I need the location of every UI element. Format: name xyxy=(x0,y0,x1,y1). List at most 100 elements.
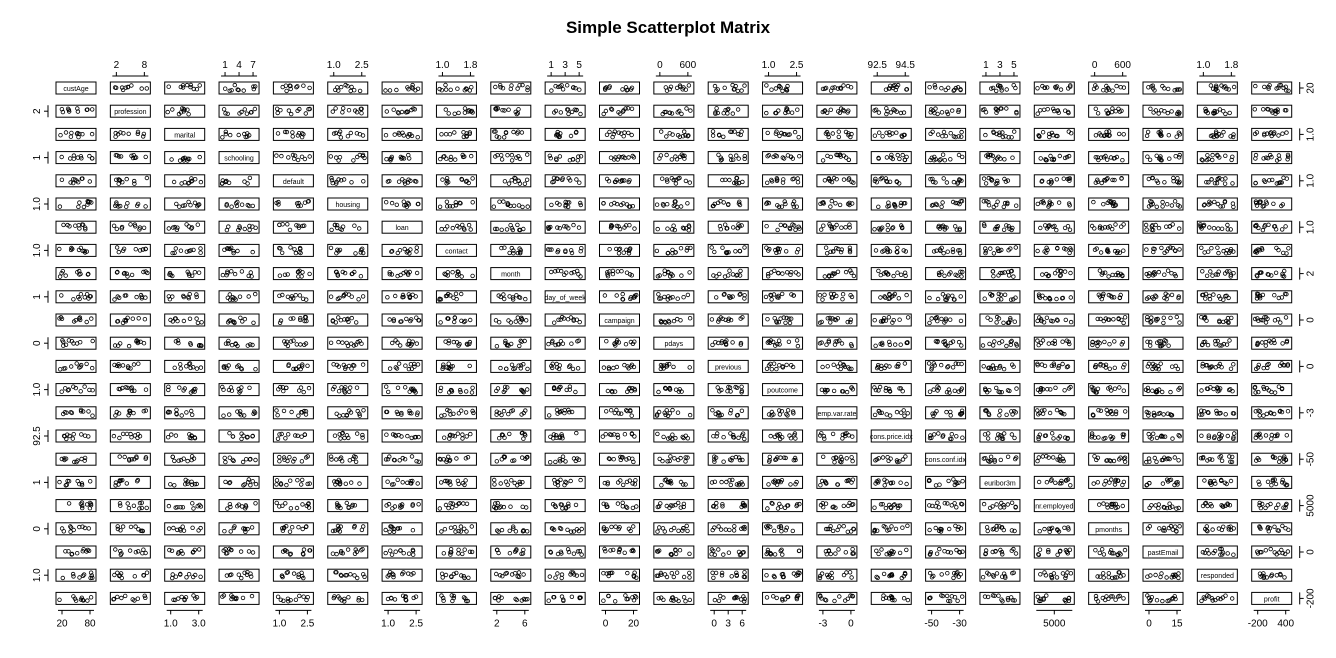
data-point xyxy=(839,225,844,230)
data-point xyxy=(396,179,402,184)
panel-frame xyxy=(1196,127,1238,141)
data-point xyxy=(184,222,189,227)
data-point xyxy=(876,156,881,161)
data-point xyxy=(671,318,677,324)
data-point xyxy=(275,436,281,441)
panel-frame xyxy=(816,174,858,188)
data-point xyxy=(117,454,122,459)
data-point xyxy=(1282,291,1288,297)
data-point xyxy=(1054,177,1059,182)
panel-loan-vs-default xyxy=(272,220,314,234)
panel-default-vs-housing xyxy=(327,174,369,188)
panel-frame xyxy=(327,174,369,188)
data-point xyxy=(616,110,621,115)
data-point xyxy=(460,222,465,228)
panel-frame xyxy=(109,429,151,443)
panel-contact-vs-marital xyxy=(164,243,206,257)
data-point xyxy=(619,269,624,274)
data-point xyxy=(1218,204,1223,209)
data-point xyxy=(1253,409,1258,414)
panel-pdays-vs-day_of_week xyxy=(544,336,586,350)
data-point xyxy=(334,155,339,160)
data-point xyxy=(452,434,458,439)
panel-pdays-vs-marital xyxy=(164,336,206,350)
data-point xyxy=(1204,386,1210,391)
data-point xyxy=(451,411,456,416)
data-point xyxy=(404,316,409,322)
panel-default-vs-day_of_week xyxy=(544,174,586,188)
panel-month-vs-marital xyxy=(164,267,206,281)
data-point xyxy=(77,200,82,205)
data-point xyxy=(237,224,242,229)
data-point xyxy=(1159,389,1165,395)
data-point xyxy=(794,249,800,255)
data-point xyxy=(89,200,94,205)
panel-frame xyxy=(599,174,640,188)
data-point xyxy=(1255,316,1260,321)
data-point xyxy=(116,204,121,209)
data-point xyxy=(848,293,853,298)
panel-frame xyxy=(164,290,206,304)
data-point xyxy=(616,130,621,135)
panel-frame xyxy=(1142,359,1184,373)
data-point xyxy=(75,155,81,160)
data-point xyxy=(198,250,203,255)
data-point xyxy=(405,433,410,439)
data-point xyxy=(1150,223,1155,228)
panel-frame xyxy=(327,104,369,118)
data-point xyxy=(1223,412,1228,417)
panel-frame xyxy=(55,336,97,350)
data-point xyxy=(1169,203,1175,208)
data-point xyxy=(406,292,411,297)
data-point xyxy=(565,317,571,322)
data-point xyxy=(1276,153,1282,158)
data-point xyxy=(71,177,76,182)
data-point xyxy=(1199,388,1204,393)
data-point xyxy=(302,318,307,324)
data-point xyxy=(1037,410,1042,416)
panel-frame xyxy=(272,220,314,234)
data-point xyxy=(678,204,684,209)
data-point xyxy=(334,411,339,416)
panel-default-vs-euribor3m xyxy=(979,174,1021,188)
panel-frame xyxy=(816,220,858,234)
panel-cons.price.idx-vs-loan xyxy=(381,429,423,443)
panel-frame xyxy=(327,267,369,281)
data-point xyxy=(499,157,505,162)
panel-frame xyxy=(164,127,206,141)
panel-frame xyxy=(490,406,532,420)
panel-frame xyxy=(55,290,97,304)
data-point xyxy=(414,270,420,276)
data-point xyxy=(1165,86,1171,92)
data-point xyxy=(127,410,133,416)
data-point xyxy=(180,156,186,162)
data-point xyxy=(1067,178,1072,183)
data-point xyxy=(491,204,496,209)
data-point xyxy=(450,270,455,275)
data-point xyxy=(1174,134,1179,139)
data-point xyxy=(395,250,400,256)
panel-marital-vs-marital: marital xyxy=(164,127,206,141)
data-point xyxy=(165,109,170,115)
data-point xyxy=(846,131,851,136)
data-point xyxy=(1212,110,1218,116)
data-point xyxy=(832,342,838,347)
data-point xyxy=(76,134,81,140)
panel-poutcome-vs-pdays xyxy=(653,383,695,397)
data-point xyxy=(407,251,412,256)
data-point xyxy=(401,156,407,161)
data-point xyxy=(185,107,190,112)
data-point xyxy=(1110,88,1115,93)
data-point xyxy=(986,202,992,208)
data-point xyxy=(827,315,833,321)
data-point xyxy=(117,178,123,183)
panel-frame xyxy=(925,243,967,257)
data-point xyxy=(776,338,782,343)
data-point xyxy=(620,297,626,302)
data-point xyxy=(1110,177,1115,183)
panel-frame xyxy=(490,220,532,234)
data-point xyxy=(412,435,417,440)
panel-contact-vs-day_of_week xyxy=(544,243,586,257)
data-point xyxy=(1051,108,1057,114)
panel-frame xyxy=(816,81,858,95)
